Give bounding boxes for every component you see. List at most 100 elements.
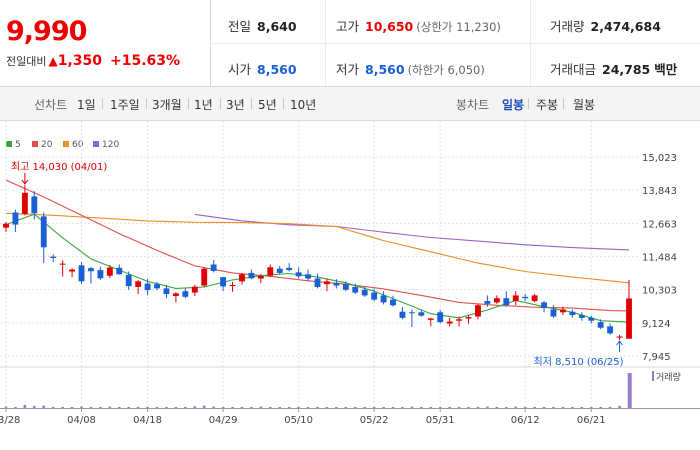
divider xyxy=(102,98,103,109)
candle-monthly[interactable]: 월봉 xyxy=(573,98,596,112)
x-tick-label: 06/12 xyxy=(511,415,540,426)
volume-bar xyxy=(325,407,329,408)
candle xyxy=(503,291,510,307)
candle xyxy=(144,279,151,296)
volume: 거래량 2,474,684 xyxy=(550,16,661,35)
candle xyxy=(390,295,396,307)
candle-body xyxy=(418,312,425,316)
volume-bar xyxy=(552,407,555,408)
legend-swatch xyxy=(32,140,38,147)
divider xyxy=(251,98,252,109)
candle-body xyxy=(78,265,85,282)
volume-bar xyxy=(410,406,414,408)
volume-bar xyxy=(269,407,272,408)
volume-bar xyxy=(542,406,546,408)
candle-body xyxy=(408,312,415,314)
upper-limit: (상한가 11,230) xyxy=(416,20,501,34)
change-label: 전일대비 xyxy=(6,55,47,68)
candle-body xyxy=(220,277,227,287)
candle xyxy=(135,279,142,295)
lower-limit: (하한가 6,050) xyxy=(407,63,485,77)
candle xyxy=(50,254,57,263)
legend-ma5: 5 xyxy=(6,140,21,150)
candle-body xyxy=(144,283,151,291)
prev-close: 전일 8,640 xyxy=(228,16,297,35)
candle-body xyxy=(333,282,340,286)
candle-body xyxy=(125,274,132,287)
candle-body xyxy=(257,276,264,279)
period-1w[interactable]: 1주일 xyxy=(110,98,140,112)
high-price: 고가 10,650 (상한가 11,230) xyxy=(336,16,501,35)
volume-bar xyxy=(212,406,215,408)
candle-body xyxy=(201,268,208,286)
candle xyxy=(333,279,340,289)
candle xyxy=(531,294,538,303)
candle xyxy=(172,292,179,303)
candle-body xyxy=(135,281,142,287)
candle xyxy=(626,279,632,339)
divider xyxy=(188,98,189,109)
volume-bar xyxy=(146,407,149,408)
volume-bar xyxy=(420,407,423,408)
candle xyxy=(569,309,576,318)
candle-body xyxy=(21,192,28,214)
prev-close-value: 8,640 xyxy=(257,19,297,34)
candle xyxy=(286,263,293,272)
candle-body xyxy=(182,291,189,297)
low-price: 저가 8,560 (하한가 6,050) xyxy=(336,59,485,78)
candle xyxy=(324,278,330,292)
volume-bar xyxy=(580,407,584,408)
period-5y[interactable]: 5년 xyxy=(258,98,277,112)
period-3m[interactable]: 3개월 xyxy=(152,98,182,112)
y-tick-label: 13,843 xyxy=(642,186,677,197)
candle-body xyxy=(465,317,472,319)
period-3y[interactable]: 3년 xyxy=(226,98,245,112)
up-arrow-icon: ▲ xyxy=(48,54,58,68)
candle xyxy=(239,272,245,285)
x-tick-label: 05/31 xyxy=(426,415,455,426)
legend-ma60: 60 xyxy=(63,140,83,150)
legend-swatch xyxy=(6,140,12,147)
candle xyxy=(248,269,255,280)
volume-bar xyxy=(99,407,102,408)
open-value: 8,560 xyxy=(257,62,297,77)
period-1y[interactable]: 1년 xyxy=(194,98,213,112)
candle-weekly[interactable]: 주봉 xyxy=(536,98,559,112)
candle-body xyxy=(626,298,632,339)
trade-amount: 거래대금 24,785 백만 xyxy=(550,59,677,78)
divider xyxy=(146,98,147,109)
candle xyxy=(59,260,66,277)
high-value: 10,650 xyxy=(365,19,414,34)
candle-body xyxy=(512,295,519,302)
period-10y[interactable]: 10년 xyxy=(290,98,317,112)
candle xyxy=(229,281,236,292)
candle-body xyxy=(361,289,368,296)
candle xyxy=(220,276,227,292)
period-1d[interactable]: 1일 xyxy=(77,98,96,112)
volume-bar xyxy=(42,405,46,408)
candle-body xyxy=(371,292,378,300)
volume-bar xyxy=(401,407,404,408)
x-tick-label: 05/10 xyxy=(284,415,313,426)
candle xyxy=(427,317,434,327)
volume-bar xyxy=(523,407,527,408)
volume-bar xyxy=(372,406,376,408)
candle-body xyxy=(456,319,463,321)
candle-body xyxy=(314,278,321,287)
candle-body xyxy=(12,212,19,225)
candle-body xyxy=(559,309,566,313)
y-tick-label: 12,663 xyxy=(642,219,677,230)
candle xyxy=(522,294,529,302)
candle xyxy=(106,265,113,278)
candle-daily[interactable]: 일봉 xyxy=(502,98,525,112)
quote-panel: 9,990 전일대비 ▲1,350 +15.63% 전일 8,640 고가 10,650… xyxy=(0,0,700,87)
max-price-annotation: 최고 14,030 (04/01) xyxy=(11,161,107,173)
volume-bar xyxy=(4,406,8,408)
min-arrow-head-icon xyxy=(616,340,623,346)
volume-bar xyxy=(599,407,602,408)
min-price-annotation: 최저 8,510 (06/25) xyxy=(534,356,624,368)
volume-bar xyxy=(438,407,442,408)
candle xyxy=(163,285,170,299)
candle-body xyxy=(616,336,623,338)
volume-bar xyxy=(382,407,385,408)
